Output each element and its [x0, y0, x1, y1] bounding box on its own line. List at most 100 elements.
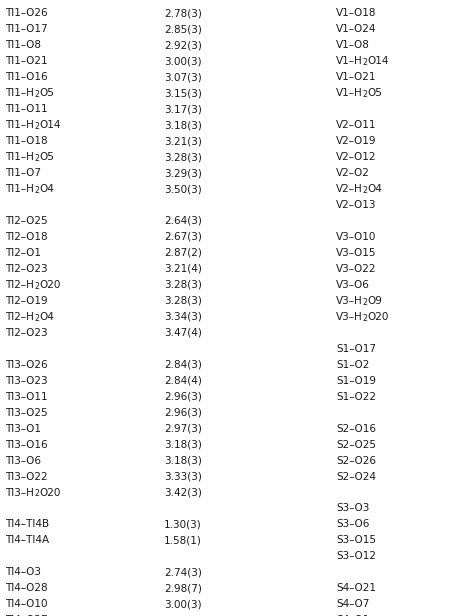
Text: S4–O21: S4–O21 — [336, 583, 376, 593]
Text: 2.96(3): 2.96(3) — [164, 392, 202, 402]
Text: 3.18(3): 3.18(3) — [164, 456, 202, 466]
Text: Tl4–O10: Tl4–O10 — [6, 599, 48, 609]
Text: V2–O2: V2–O2 — [336, 168, 370, 178]
Text: Tl2–O23: Tl2–O23 — [6, 264, 48, 274]
Text: 3.17(3): 3.17(3) — [164, 104, 202, 114]
Text: 2: 2 — [35, 314, 39, 323]
Text: Tl4–Tl4B: Tl4–Tl4B — [6, 519, 50, 529]
Text: 1.58(1): 1.58(1) — [164, 535, 202, 545]
Text: 2: 2 — [363, 298, 368, 307]
Text: S2–O26: S2–O26 — [336, 456, 376, 466]
Text: Tl3–O16: Tl3–O16 — [6, 440, 48, 450]
Text: S1–O19: S1–O19 — [336, 376, 376, 386]
Text: V3–H: V3–H — [336, 296, 363, 306]
Text: 3.00(3): 3.00(3) — [164, 56, 201, 67]
Text: O20: O20 — [39, 487, 61, 498]
Text: Tl3–O26: Tl3–O26 — [6, 360, 48, 370]
Text: Tl1–O26: Tl1–O26 — [6, 9, 48, 18]
Text: 3.29(3): 3.29(3) — [164, 168, 202, 178]
Text: Tl1–H: Tl1–H — [6, 88, 35, 98]
Text: V2–O19: V2–O19 — [336, 136, 377, 146]
Text: V1–H: V1–H — [336, 88, 363, 98]
Text: 3.28(3): 3.28(3) — [164, 280, 202, 290]
Text: O5: O5 — [368, 88, 383, 98]
Text: O20: O20 — [368, 312, 389, 322]
Text: 2: 2 — [363, 186, 368, 195]
Text: Tl4–O28: Tl4–O28 — [6, 583, 48, 593]
Text: Tl2–H: Tl2–H — [6, 312, 35, 322]
Text: V3–H: V3–H — [336, 312, 363, 322]
Text: Tl2–O25: Tl2–O25 — [6, 216, 48, 226]
Text: 2.87(2): 2.87(2) — [164, 248, 202, 258]
Text: Tl2–O23: Tl2–O23 — [6, 328, 48, 338]
Text: Tl3–O1: Tl3–O1 — [6, 424, 42, 434]
Text: Tl2–O18: Tl2–O18 — [6, 232, 48, 242]
Text: O14: O14 — [39, 120, 61, 130]
Text: 3.42(3): 3.42(3) — [164, 487, 202, 498]
Text: Tl3–H: Tl3–H — [6, 487, 35, 498]
Text: V3–O10: V3–O10 — [336, 232, 376, 242]
Text: 3.50(3): 3.50(3) — [164, 184, 201, 194]
Text: 2.84(4): 2.84(4) — [164, 376, 202, 386]
Text: Tl4–O3: Tl4–O3 — [6, 567, 42, 577]
Text: 3.18(3): 3.18(3) — [164, 440, 202, 450]
Text: Tl2–H: Tl2–H — [6, 280, 35, 290]
Text: S2–O25: S2–O25 — [336, 440, 376, 450]
Text: Tl3–O22: Tl3–O22 — [6, 471, 48, 482]
Text: Tl1–O17: Tl1–O17 — [6, 24, 48, 34]
Text: 2.85(3): 2.85(3) — [164, 24, 202, 34]
Text: Tl1–H: Tl1–H — [6, 120, 35, 130]
Text: V2–H: V2–H — [336, 184, 363, 194]
Text: Tl2–O1: Tl2–O1 — [6, 248, 42, 258]
Text: 3.33(3): 3.33(3) — [164, 471, 202, 482]
Text: V1–H: V1–H — [336, 56, 363, 67]
Text: 3.02(5): 3.02(5) — [164, 615, 201, 616]
Text: Tl3–O25: Tl3–O25 — [6, 408, 48, 418]
Text: 2: 2 — [35, 122, 39, 131]
Text: 3.00(3): 3.00(3) — [164, 599, 201, 609]
Text: O4: O4 — [39, 184, 55, 194]
Text: S3–O6: S3–O6 — [336, 519, 370, 529]
Text: 3.21(4): 3.21(4) — [164, 264, 202, 274]
Text: V2–O13: V2–O13 — [336, 200, 377, 210]
Text: 2: 2 — [35, 154, 39, 163]
Text: V3–O22: V3–O22 — [336, 264, 377, 274]
Text: 3.28(3): 3.28(3) — [164, 152, 202, 162]
Text: 3.18(3): 3.18(3) — [164, 120, 202, 130]
Text: 3.07(3): 3.07(3) — [164, 72, 201, 82]
Text: V2–O12: V2–O12 — [336, 152, 377, 162]
Text: 2: 2 — [363, 314, 368, 323]
Text: 2: 2 — [35, 186, 39, 195]
Text: O5: O5 — [39, 88, 55, 98]
Text: V1–O8: V1–O8 — [336, 40, 370, 51]
Text: V3–O6: V3–O6 — [336, 280, 370, 290]
Text: Tl1–O8: Tl1–O8 — [6, 40, 42, 51]
Text: S4–O7: S4–O7 — [336, 599, 370, 609]
Text: S4–O1: S4–O1 — [336, 615, 370, 616]
Text: S2–O16: S2–O16 — [336, 424, 376, 434]
Text: O9: O9 — [368, 296, 383, 306]
Text: 3.21(3): 3.21(3) — [164, 136, 202, 146]
Text: 2.92(3): 2.92(3) — [164, 40, 202, 51]
Text: 3.15(3): 3.15(3) — [164, 88, 202, 98]
Text: S1–O22: S1–O22 — [336, 392, 376, 402]
Text: S3–O15: S3–O15 — [336, 535, 376, 545]
Text: Tl1–O18: Tl1–O18 — [6, 136, 48, 146]
Text: V3–O15: V3–O15 — [336, 248, 377, 258]
Text: Tl1–H: Tl1–H — [6, 184, 35, 194]
Text: Tl1–H: Tl1–H — [6, 152, 35, 162]
Text: 2.67(3): 2.67(3) — [164, 232, 202, 242]
Text: V1–O18: V1–O18 — [336, 9, 377, 18]
Text: Tl4–O27: Tl4–O27 — [6, 615, 48, 616]
Text: 3.34(3): 3.34(3) — [164, 312, 202, 322]
Text: S3–O3: S3–O3 — [336, 503, 370, 514]
Text: O4: O4 — [39, 312, 55, 322]
Text: 1.30(3): 1.30(3) — [164, 519, 201, 529]
Text: S3–O12: S3–O12 — [336, 551, 376, 561]
Text: 2: 2 — [35, 489, 39, 498]
Text: 2.64(3): 2.64(3) — [164, 216, 202, 226]
Text: 2: 2 — [35, 282, 39, 291]
Text: S2–O24: S2–O24 — [336, 471, 376, 482]
Text: 2: 2 — [35, 90, 39, 99]
Text: V2–O11: V2–O11 — [336, 120, 377, 130]
